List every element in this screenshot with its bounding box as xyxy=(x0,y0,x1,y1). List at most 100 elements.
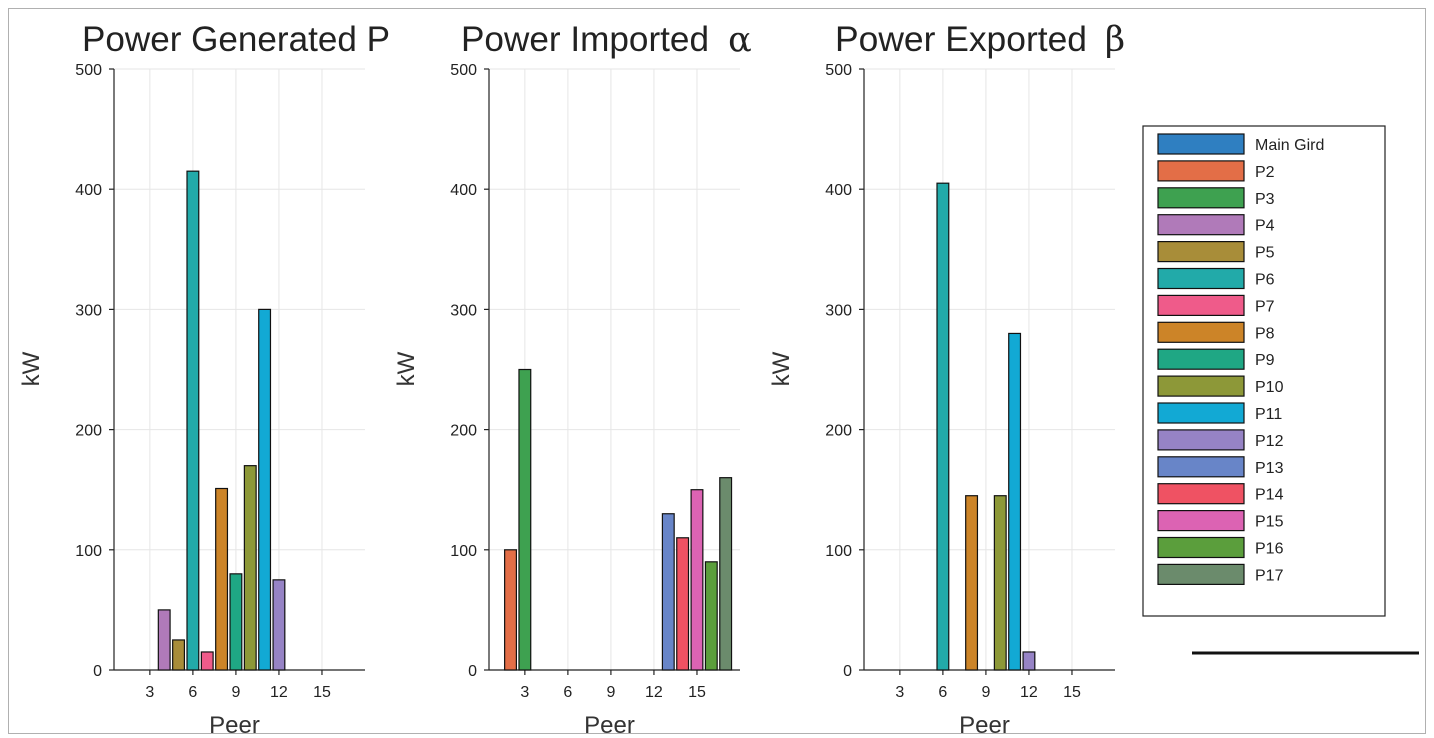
y-axis-label: kW xyxy=(18,351,45,386)
x-axis-label: Peer xyxy=(209,712,260,735)
legend-swatch xyxy=(1157,402,1245,424)
legend-label: P14 xyxy=(1255,487,1284,504)
legend-item: P3 xyxy=(1157,187,1275,209)
y-tick-label: 0 xyxy=(843,663,852,680)
bar-peer-11 xyxy=(258,308,272,671)
legend-swatch xyxy=(1157,456,1245,478)
legend-label: P3 xyxy=(1255,191,1275,208)
x-tick-label: 12 xyxy=(645,684,663,701)
legend-swatch xyxy=(1157,321,1245,343)
bar-peer-2 xyxy=(504,549,517,671)
x-tick-label: 6 xyxy=(188,684,197,701)
legend-swatch xyxy=(1157,267,1245,290)
legend-swatch xyxy=(1157,241,1245,263)
legend-item: P15 xyxy=(1157,510,1284,532)
bar-peer-7 xyxy=(200,651,214,671)
legend-label: P5 xyxy=(1255,245,1275,262)
x-tick-label: 15 xyxy=(313,684,331,701)
x-tick-label: 6 xyxy=(563,684,572,701)
y-tick-label: 100 xyxy=(75,543,102,560)
legend-item: P11 xyxy=(1157,402,1282,424)
bar-peer-4 xyxy=(157,609,171,671)
y-tick-label: 400 xyxy=(450,182,477,199)
x-tick-label: 9 xyxy=(231,684,240,701)
bar-peer-10 xyxy=(243,465,257,671)
panel-title: Power Exported xyxy=(835,20,1087,59)
legend-item: P13 xyxy=(1157,456,1284,478)
legend-label: P4 xyxy=(1255,218,1275,235)
y-axis-label: kW xyxy=(768,351,795,386)
legend-swatch xyxy=(1157,429,1245,451)
legend-label: P6 xyxy=(1255,272,1275,289)
legend-label: P8 xyxy=(1255,325,1275,342)
x-axis-label: Peer xyxy=(584,712,635,735)
x-tick-label: 15 xyxy=(688,684,706,701)
legend-swatch xyxy=(1157,563,1245,586)
legend-item: P2 xyxy=(1157,160,1275,182)
bar-peer-16 xyxy=(704,561,718,671)
x-axis-label: Peer xyxy=(959,712,1010,735)
legend-item: P9 xyxy=(1157,348,1275,370)
legend-label: P15 xyxy=(1255,514,1284,531)
legend-item: P6 xyxy=(1157,267,1275,290)
legend-item: P17 xyxy=(1157,563,1284,586)
x-tick-label: 12 xyxy=(270,684,288,701)
legend-swatch xyxy=(1157,133,1245,155)
bar-peer-9 xyxy=(229,573,243,671)
bar-peer-14 xyxy=(676,537,690,671)
figure-frame: 0 100 200 300 400 500 3 6 9 12 15 Power Generated P… xyxy=(8,8,1426,735)
x-tick-label: 6 xyxy=(938,684,947,701)
x-tick-label: 9 xyxy=(606,684,615,701)
x-tick-label: 3 xyxy=(145,684,154,701)
chart-panels: 0 100 200 300 400 500 3 6 9 12 15 Power Generated P… xyxy=(18,20,1125,735)
y-tick-label: 400 xyxy=(75,182,102,199)
chart-panel-3: 0 100 200 300 400 500 3 6 9 12 15 Power Exported β Pe… xyxy=(768,20,1125,735)
y-tick-label: 200 xyxy=(450,423,477,440)
legend-swatch xyxy=(1157,510,1245,532)
legend-item: P8 xyxy=(1157,321,1275,343)
legend-swatch xyxy=(1157,160,1245,182)
bar-peer-13 xyxy=(661,513,675,671)
y-tick-label: 400 xyxy=(825,182,852,199)
y-tick-label: 100 xyxy=(825,543,852,560)
legend-label: P10 xyxy=(1255,379,1284,396)
bar-peer-12 xyxy=(1022,651,1036,671)
legend-item: Main Gird xyxy=(1157,133,1324,155)
legend-label: P12 xyxy=(1255,433,1284,450)
y-tick-label: 300 xyxy=(825,302,852,319)
y-tick-label: 0 xyxy=(468,663,477,680)
legend-item: P14 xyxy=(1157,483,1284,505)
legend-swatch xyxy=(1157,375,1245,397)
legend-label: P11 xyxy=(1255,406,1282,423)
panel-title-symbol: α xyxy=(728,20,752,60)
legend-swatch xyxy=(1157,483,1245,505)
legend-swatch xyxy=(1157,214,1245,236)
chart-panel-1: 0 100 200 300 400 500 3 6 9 12 15 Power Generated P… xyxy=(18,20,390,735)
bar-peer-6 xyxy=(936,182,950,671)
y-tick-label: 500 xyxy=(825,62,852,79)
bar-peer-3 xyxy=(518,368,532,671)
legend-label: P2 xyxy=(1255,164,1275,181)
legend-label: P16 xyxy=(1255,541,1284,558)
panel-title: Power Generated P xyxy=(82,20,390,59)
legend-item: P16 xyxy=(1157,536,1284,559)
y-tick-label: 200 xyxy=(75,423,102,440)
legend-item: P10 xyxy=(1157,375,1284,397)
bar-peer-11 xyxy=(1008,332,1022,671)
y-tick-label: 500 xyxy=(75,62,102,79)
legend-label: P7 xyxy=(1255,298,1275,315)
y-tick-label: 300 xyxy=(75,302,102,319)
legend-label: P9 xyxy=(1255,352,1275,369)
bar-peer-6 xyxy=(186,170,200,671)
panel-title-symbol: β xyxy=(1105,20,1125,60)
legend-item: P5 xyxy=(1157,241,1275,263)
chart-panel-2: 0 100 200 300 400 500 3 6 9 12 15 Power Imported α Pe… xyxy=(393,20,752,735)
y-axis-label: kW xyxy=(393,351,420,386)
y-tick-label: 0 xyxy=(93,663,102,680)
legend-label: Main Gird xyxy=(1255,137,1324,154)
x-tick-label: 12 xyxy=(1020,684,1038,701)
y-tick-label: 100 xyxy=(450,543,477,560)
y-tick-label: 300 xyxy=(450,302,477,319)
bar-peer-8 xyxy=(965,495,979,671)
legend-item: P12 xyxy=(1157,429,1284,451)
